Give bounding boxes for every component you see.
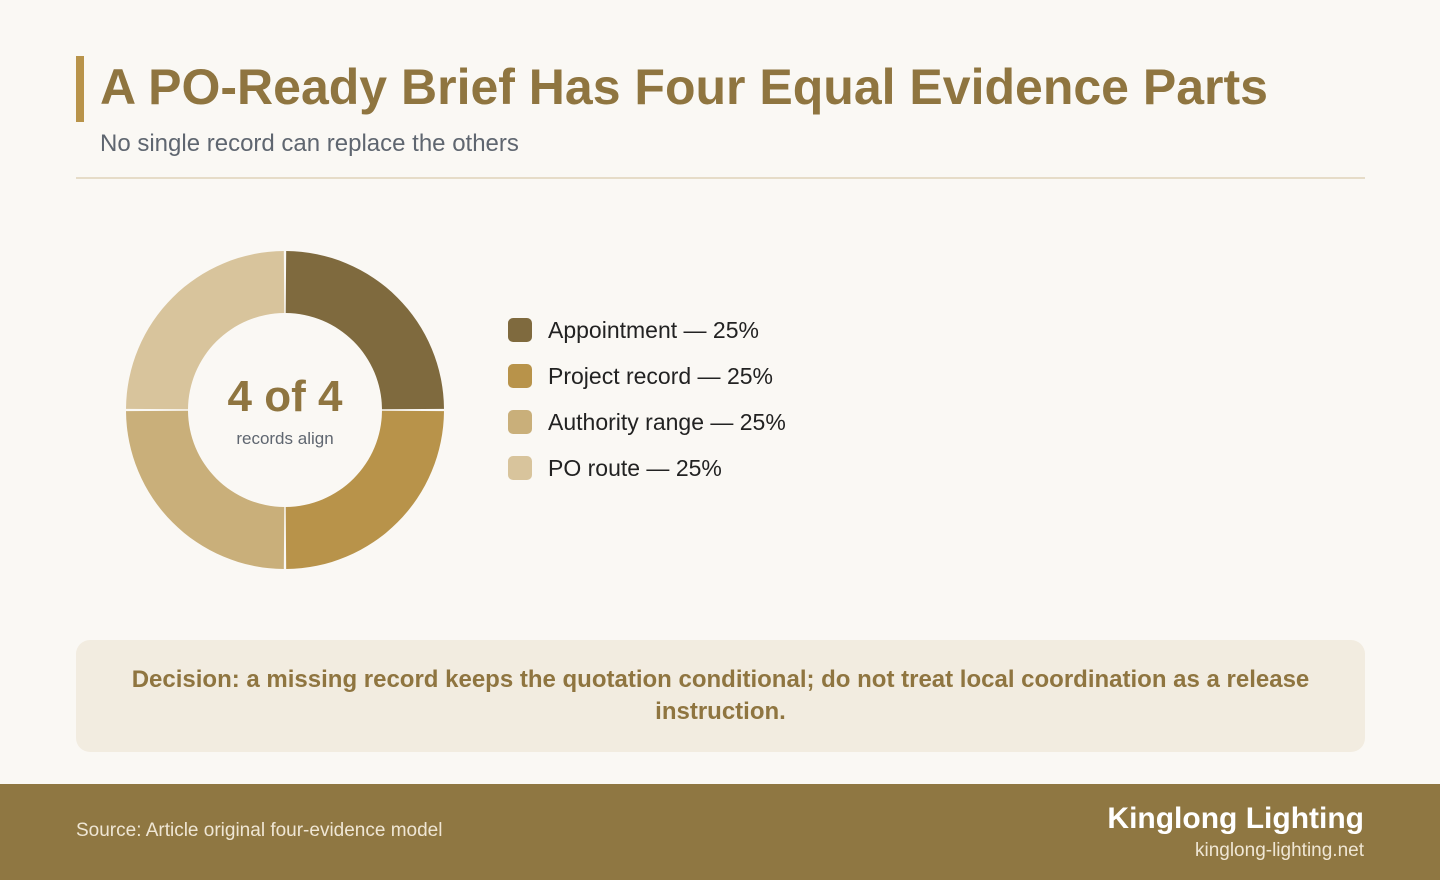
decision-text: Decision: a missing record keeps the quo…	[131, 666, 1310, 725]
donut-center-value: 4 of 4	[228, 372, 343, 421]
brand-name: Kinglong Lighting	[1107, 802, 1364, 835]
legend-item: Authority range — 25%	[508, 399, 786, 445]
legend-label: PO route — 25%	[548, 454, 722, 481]
title-accent-bar	[76, 56, 84, 122]
legend-item: PO route — 25%	[508, 445, 786, 491]
legend-item: Project record — 25%	[508, 353, 786, 399]
donut-svg: 4 of 4 records align	[126, 251, 444, 569]
footer: Source: Article original four-evidence m…	[0, 784, 1440, 880]
legend-label: Authority range — 25%	[548, 408, 786, 435]
legend-swatch	[508, 410, 532, 434]
header-divider	[76, 177, 1365, 179]
brand-url: kinglong-lighting.net	[1194, 840, 1364, 861]
legend-swatch	[508, 456, 532, 480]
page-subtitle: No single record can replace the others	[100, 130, 519, 157]
donut-chart: 4 of 4 records align	[120, 245, 450, 575]
legend-swatch	[508, 318, 532, 342]
donut-slice	[126, 251, 285, 410]
legend-swatch	[508, 364, 532, 388]
legend-label: Project record — 25%	[548, 362, 773, 389]
donut-slice	[285, 410, 444, 569]
page-title: A PO-Ready Brief Has Four Equal Evidence…	[100, 59, 1268, 115]
chart-legend: Appointment — 25% Project record — 25% Aut…	[508, 307, 786, 491]
donut-slice	[285, 251, 444, 410]
source-note: Source: Article original four-evidence m…	[76, 820, 443, 841]
legend-item: Appointment — 25%	[508, 307, 786, 353]
donut-slice	[126, 410, 285, 569]
decision-callout: Decision: a missing record keeps the quo…	[76, 640, 1365, 752]
legend-label: Appointment — 25%	[548, 316, 759, 343]
donut-center-label: records align	[236, 429, 333, 448]
